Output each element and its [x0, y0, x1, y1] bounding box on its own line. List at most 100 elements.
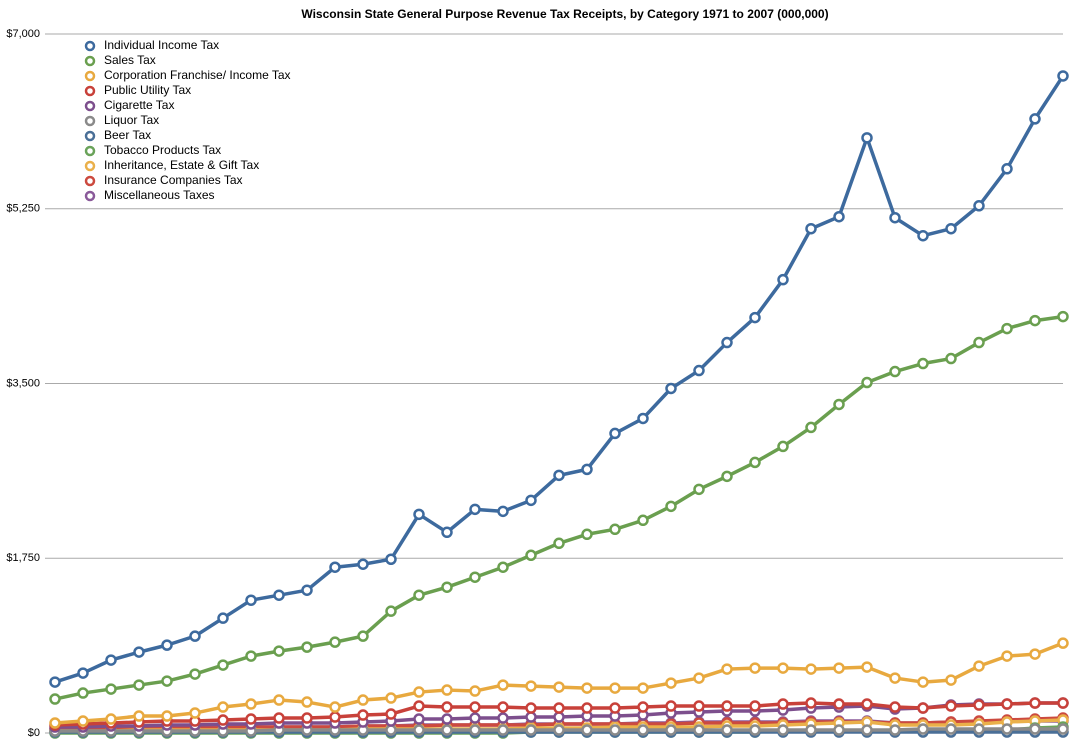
legend-label: Corporation Franchise/ Income Tax — [104, 68, 291, 82]
data-point — [385, 553, 397, 565]
data-point — [497, 712, 509, 724]
data-point — [385, 708, 397, 720]
legend-label: Tobacco Products Tax — [104, 143, 221, 157]
data-point — [889, 211, 901, 224]
series — [49, 70, 1069, 688]
data-point — [889, 724, 901, 736]
data-point — [413, 700, 425, 712]
data-point — [1029, 648, 1041, 660]
data-point — [833, 662, 845, 674]
data-point — [805, 697, 817, 709]
data-point — [105, 683, 117, 695]
data-point — [217, 659, 229, 671]
data-point — [917, 702, 929, 714]
data-point — [889, 672, 901, 684]
data-point — [133, 710, 145, 722]
legend-marker — [84, 85, 96, 97]
data-point — [609, 724, 621, 736]
legend-label: Miscellaneous Taxes — [104, 188, 215, 202]
data-point — [329, 701, 341, 713]
data-point — [749, 662, 761, 674]
legend-marker — [84, 160, 96, 172]
data-point — [413, 724, 425, 736]
data-point — [497, 679, 509, 691]
data-point — [609, 702, 621, 714]
data-point — [329, 711, 341, 723]
data-point — [469, 685, 481, 697]
data-point — [1057, 70, 1069, 82]
data-point — [777, 724, 789, 736]
data-point — [973, 699, 985, 711]
y-tick-label: $1,750 — [6, 552, 40, 564]
data-point — [1001, 723, 1013, 735]
legend-label: Sales Tax — [104, 53, 156, 67]
data-point — [105, 654, 117, 666]
data-point — [441, 724, 453, 736]
data-point — [1001, 650, 1013, 662]
data-point — [245, 713, 257, 725]
data-point — [945, 723, 957, 735]
data-point — [133, 679, 145, 691]
data-point — [581, 528, 593, 541]
data-point — [525, 549, 537, 562]
data-point — [469, 571, 481, 583]
data-point — [161, 710, 173, 722]
legend-marker — [84, 175, 96, 187]
data-point — [385, 692, 397, 704]
data-point — [917, 229, 929, 242]
data-point — [665, 677, 677, 689]
data-point — [721, 724, 733, 736]
data-point — [693, 364, 705, 377]
data-point — [917, 676, 929, 688]
data-point — [1029, 314, 1041, 327]
data-point — [609, 523, 621, 536]
data-point — [217, 714, 229, 726]
data-point — [441, 581, 453, 593]
data-point — [77, 715, 89, 727]
data-point — [637, 701, 649, 713]
data-point — [189, 668, 201, 680]
data-point — [273, 589, 285, 601]
data-point — [777, 698, 789, 710]
data-point — [777, 273, 789, 286]
data-point — [525, 724, 537, 736]
data-point — [441, 701, 453, 713]
legend-label: Individual Income Tax — [104, 38, 219, 52]
data-point — [245, 650, 257, 662]
data-point — [497, 561, 509, 573]
legend-marker — [84, 40, 96, 52]
data-point — [77, 667, 89, 679]
legend-label: Beer Tax — [104, 128, 151, 142]
chart-title: Wisconsin State General Purpose Revenue … — [301, 7, 828, 21]
data-point — [413, 713, 425, 725]
legend-label: Public Utility Tax — [104, 83, 191, 97]
data-point — [609, 427, 621, 440]
data-point — [805, 724, 817, 736]
data-point — [469, 701, 481, 713]
data-point — [1057, 310, 1069, 323]
series — [49, 637, 1069, 729]
data-point — [525, 711, 537, 723]
data-point — [189, 630, 201, 642]
data-point — [861, 661, 873, 673]
data-point — [749, 456, 761, 469]
data-point — [189, 707, 201, 719]
series-line — [54, 314, 1064, 701]
data-point — [49, 676, 61, 688]
data-point — [665, 382, 677, 395]
data-point — [889, 365, 901, 378]
data-point — [1029, 723, 1041, 735]
data-point — [385, 724, 397, 736]
data-point — [273, 712, 285, 724]
data-point — [301, 584, 313, 596]
data-point — [637, 724, 649, 736]
data-point — [329, 561, 341, 573]
data-point — [973, 336, 985, 349]
data-point — [469, 724, 481, 736]
data-point — [693, 672, 705, 684]
data-point — [1001, 698, 1013, 710]
data-point — [721, 700, 733, 712]
data-point — [217, 612, 229, 624]
data-point — [413, 508, 425, 521]
